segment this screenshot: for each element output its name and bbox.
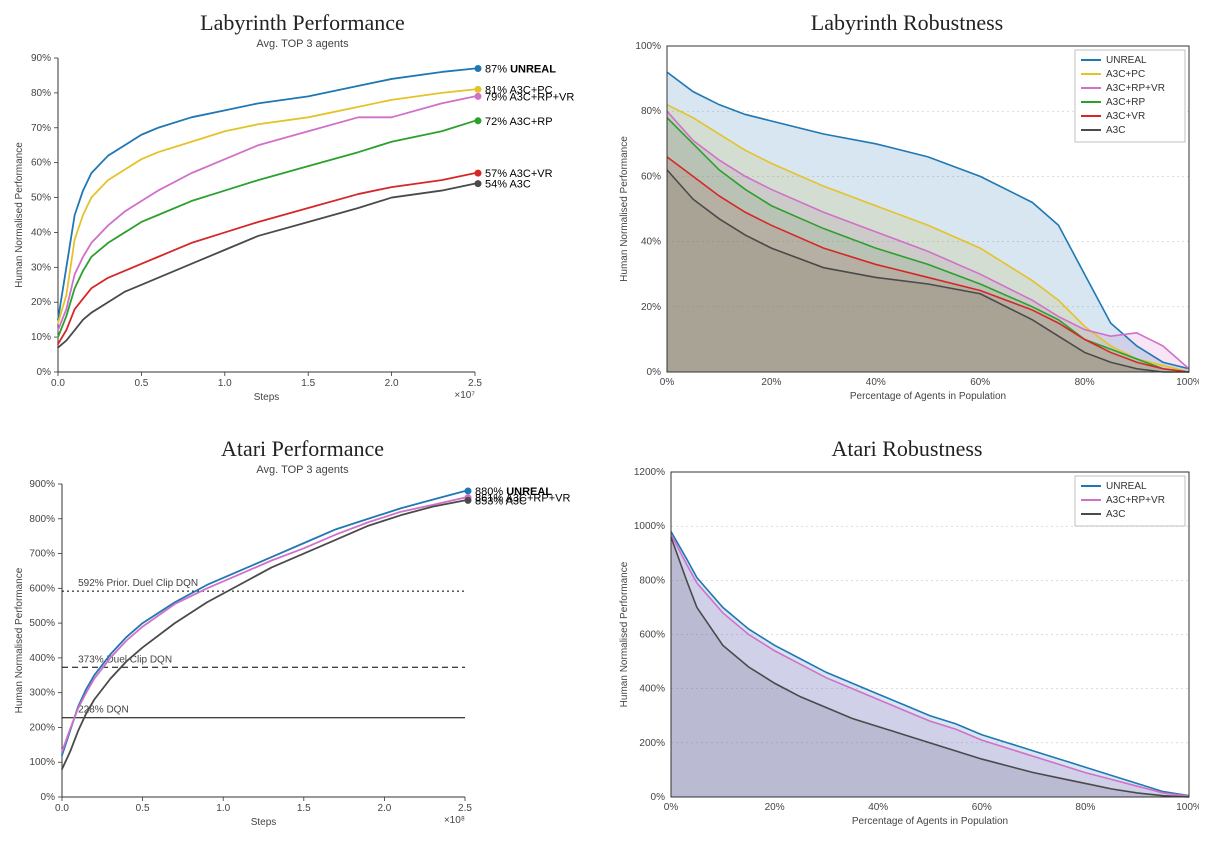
svg-text:2.5: 2.5 <box>458 803 472 814</box>
svg-text:30%: 30% <box>31 262 51 273</box>
svg-text:Percentage of Agents in Popula: Percentage of Agents in Population <box>850 391 1006 402</box>
svg-text:Steps: Steps <box>251 817 277 828</box>
svg-text:UNREAL: UNREAL <box>1106 55 1147 66</box>
svg-text:A3C+RP: A3C+RP <box>1106 97 1146 108</box>
svg-text:60%: 60% <box>31 158 51 169</box>
svg-text:80%: 80% <box>31 88 51 99</box>
svg-text:1200%: 1200% <box>634 467 665 478</box>
svg-text:200%: 200% <box>639 738 665 749</box>
panel-title: Atari Robustness <box>615 436 1199 462</box>
svg-text:80%: 80% <box>641 106 661 117</box>
svg-text:80%: 80% <box>1075 802 1095 813</box>
svg-text:592% Prior. Duel Clip DQN: 592% Prior. Duel Clip DQN <box>78 578 198 589</box>
panel-subtitle: Avg. TOP 3 agents <box>10 38 595 50</box>
svg-text:500%: 500% <box>29 618 55 629</box>
svg-text:40%: 40% <box>866 377 886 388</box>
svg-text:Human Normalised Performance: Human Normalised Performance <box>619 136 630 282</box>
panel-title: Labyrinth Robustness <box>615 10 1199 36</box>
svg-text:2.5: 2.5 <box>468 378 482 389</box>
svg-text:0.5: 0.5 <box>134 378 148 389</box>
svg-text:400%: 400% <box>639 684 665 695</box>
svg-text:40%: 40% <box>868 802 888 813</box>
svg-text:100%: 100% <box>635 41 661 52</box>
panel-subtitle: Avg. TOP 3 agents <box>10 464 595 476</box>
svg-text:×10⁷: ×10⁷ <box>454 390 475 401</box>
svg-text:20%: 20% <box>31 297 51 308</box>
svg-text:10%: 10% <box>31 332 51 343</box>
panel-labyrinth-performance: Labyrinth Performance Avg. TOP 3 agents … <box>10 10 595 406</box>
svg-text:UNREAL: UNREAL <box>1106 481 1147 492</box>
svg-text:79% A3C+RP+VR: 79% A3C+RP+VR <box>485 91 574 103</box>
svg-text:1.5: 1.5 <box>297 803 311 814</box>
svg-text:1.0: 1.0 <box>216 803 230 814</box>
figure-grid: Labyrinth Performance Avg. TOP 3 agents … <box>10 10 1199 831</box>
svg-text:A3C+RP+VR: A3C+RP+VR <box>1106 495 1165 506</box>
svg-text:A3C+RP+VR: A3C+RP+VR <box>1106 83 1165 94</box>
svg-text:54% A3C: 54% A3C <box>485 179 531 191</box>
svg-text:40%: 40% <box>641 237 661 248</box>
svg-text:70%: 70% <box>31 123 51 134</box>
svg-text:600%: 600% <box>639 630 665 641</box>
svg-text:50%: 50% <box>31 193 51 204</box>
svg-text:1000%: 1000% <box>634 521 665 532</box>
svg-text:60%: 60% <box>972 802 992 813</box>
chart-4: 0%200%400%600%800%1000%1200%0%20%40%60%8… <box>615 464 1199 831</box>
svg-text:200%: 200% <box>29 722 55 733</box>
svg-text:0%: 0% <box>41 792 56 803</box>
svg-text:700%: 700% <box>29 549 55 560</box>
panel-atari-performance: Atari Performance Avg. TOP 3 agents 0% 10… <box>10 436 595 831</box>
svg-text:40%: 40% <box>31 227 51 238</box>
svg-text:100%: 100% <box>1176 802 1199 813</box>
svg-text:1.5: 1.5 <box>301 378 315 389</box>
svg-text:80%: 80% <box>1075 377 1095 388</box>
svg-text:Human Normalised Performance: Human Normalised Performance <box>619 561 630 707</box>
svg-text:2.0: 2.0 <box>377 803 391 814</box>
svg-text:1.0: 1.0 <box>218 378 232 389</box>
chart-2: 0%20%40%60%80%100%0%20%40%60%80%100%UNRE… <box>615 38 1199 406</box>
svg-text:Human Normalised Performance: Human Normalised Performance <box>14 142 25 288</box>
svg-text:×10⁸: ×10⁸ <box>444 815 465 826</box>
svg-text:20%: 20% <box>761 377 781 388</box>
svg-text:A3C: A3C <box>1106 509 1125 520</box>
svg-text:Steps: Steps <box>254 392 280 403</box>
svg-text:20%: 20% <box>641 302 661 313</box>
svg-text:0.0: 0.0 <box>55 803 69 814</box>
svg-text:800%: 800% <box>639 575 665 586</box>
svg-text:2.0: 2.0 <box>385 378 399 389</box>
panel-atari-robustness: Atari Robustness 0% 200% 400% 600% 800% 1000%… <box>615 436 1199 831</box>
svg-text:20%: 20% <box>765 802 785 813</box>
svg-text:900%: 900% <box>29 480 55 490</box>
svg-text:600%: 600% <box>29 583 55 594</box>
svg-text:400%: 400% <box>29 653 55 664</box>
svg-text:60%: 60% <box>641 171 661 182</box>
svg-text:0%: 0% <box>37 367 52 378</box>
svg-text:100%: 100% <box>1176 377 1199 388</box>
svg-text:72% A3C+RP: 72% A3C+RP <box>485 116 553 128</box>
chart-3: 0% 100% 200% 300% 400% 500% 600% 700% 800% 900% 0.… <box>10 480 595 831</box>
svg-text:800%: 800% <box>29 514 55 525</box>
svg-text:0.0: 0.0 <box>51 378 65 389</box>
svg-text:300%: 300% <box>29 688 55 699</box>
svg-text:0%: 0% <box>660 377 675 388</box>
svg-text:853% A3C: 853% A3C <box>475 495 527 507</box>
panel-labyrinth-robustness: Labyrinth Robustness 0%20%40%60%80%100%0… <box>615 10 1199 406</box>
chart-1: 0% 10% 20% 30% 40% 50% 60% 70% 80% 90% 0.0 0.5 1.0 1.… <box>10 54 595 406</box>
svg-text:100%: 100% <box>29 757 55 768</box>
svg-text:87% UNREAL: 87% UNREAL <box>485 63 556 75</box>
svg-text:90%: 90% <box>31 54 51 64</box>
svg-text:A3C+PC: A3C+PC <box>1106 69 1145 80</box>
svg-text:0%: 0% <box>664 802 679 813</box>
svg-text:Human Normalised Performance: Human Normalised Performance <box>14 567 25 713</box>
svg-text:A3C+VR: A3C+VR <box>1106 111 1145 122</box>
svg-text:Percentage of Agents in Popula: Percentage of Agents in Population <box>852 816 1008 827</box>
panel-title: Atari Performance <box>10 436 595 462</box>
svg-text:60%: 60% <box>970 377 990 388</box>
svg-text:A3C: A3C <box>1106 125 1125 136</box>
svg-text:0.5: 0.5 <box>136 803 150 814</box>
panel-title: Labyrinth Performance <box>10 10 595 36</box>
